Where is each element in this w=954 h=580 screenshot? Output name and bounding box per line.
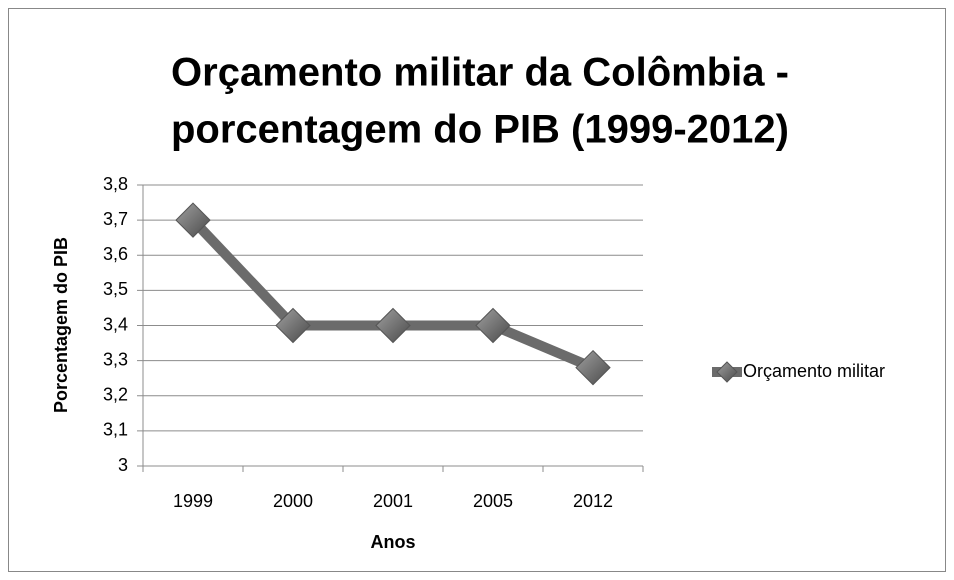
data-point [375, 307, 411, 344]
data-point [175, 202, 211, 238]
y-tick-label: 3,1 [103, 420, 128, 440]
x-tick-label: 2000 [273, 491, 313, 511]
x-tick-label: 1999 [173, 491, 213, 511]
data-point [475, 307, 511, 344]
x-tick-label: 2005 [473, 491, 513, 511]
y-tick-label: 3,3 [103, 349, 128, 369]
y-tick-label: 3,7 [103, 209, 128, 229]
x-tick-label: 2012 [573, 491, 613, 511]
legend-label: Orçamento militar [743, 361, 885, 381]
y-tick-label: 3,5 [103, 279, 128, 299]
chart-title: Orçamento militar da Colômbia - [171, 51, 789, 95]
y-axis-title: Porcentagem do PIB [51, 237, 71, 413]
x-axis-title: Anos [371, 532, 416, 552]
x-tick-label: 2001 [373, 491, 413, 511]
y-tick-label: 3,8 [103, 174, 128, 194]
y-tick-label: 3 [118, 455, 128, 475]
y-tick-label: 3,4 [103, 314, 128, 334]
y-tick-label: 3,2 [103, 385, 128, 405]
data-point [275, 307, 311, 344]
y-tick-label: 3,6 [103, 244, 128, 264]
data-point [575, 349, 611, 386]
legend-marker [716, 361, 738, 383]
chart-title: porcentagem do PIB (1999-2012) [171, 108, 789, 152]
